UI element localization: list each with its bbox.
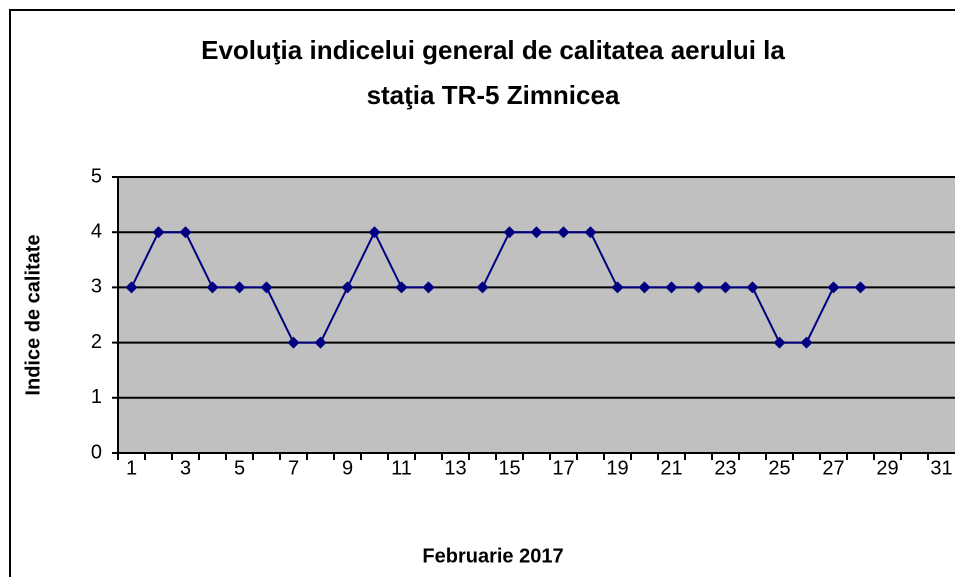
data-point [827,281,840,294]
data-point [314,336,327,349]
y-tick-label: 4 [91,220,102,242]
data-point [341,281,354,294]
data-point [638,281,651,294]
data-point [503,226,516,239]
x-tick-label: 25 [768,457,790,479]
y-tick-label: 2 [91,331,102,353]
data-point [584,226,597,239]
chart-title: staţia TR-5 Zimnicea [367,80,620,110]
data-point [773,336,786,349]
x-tick-label: 11 [391,457,412,479]
x-tick-label: 19 [606,457,628,479]
y-tick-label: 0 [91,441,102,463]
data-point [179,226,192,239]
x-tick-label: 27 [822,457,844,479]
x-tick-label: 17 [552,457,574,479]
chart-title: Evoluţia indicelui general de calitatea … [201,35,785,65]
data-point [152,226,165,239]
x-tick-label: 1 [126,457,137,479]
data-point [665,281,678,294]
x-tick-label: 5 [234,457,245,479]
x-tick-label: 31 [930,457,952,479]
data-point [530,226,543,239]
data-point [395,281,408,294]
x-tick-label: 9 [342,457,353,479]
x-tick-label: 15 [498,457,520,479]
y-tick-label: 5 [91,165,102,187]
x-axis-title: Februarie 2017 [422,545,563,567]
data-point [368,226,381,239]
y-tick-label: 1 [91,386,102,408]
data-point [611,281,624,294]
data-point [719,281,732,294]
data-point [854,281,867,294]
plot-area [117,176,955,454]
data-point [287,336,300,349]
data-point [422,281,435,294]
x-tick-label: 29 [876,457,898,479]
data-point [800,336,813,349]
data-point [557,226,570,239]
y-axis-title: Indice de calitate [22,234,44,395]
y-tick-label: 3 [91,276,102,298]
data-point [476,281,489,294]
data-point [260,281,273,294]
x-tick-label: 21 [660,457,682,479]
data-point [692,281,705,294]
x-tick-label: 23 [714,457,736,479]
data-point [746,281,759,294]
x-tick-label: 3 [180,457,191,479]
data-point [206,281,219,294]
x-tick-label: 7 [288,457,299,479]
data-point [233,281,246,294]
x-tick-label: 13 [444,457,466,479]
data-point [125,281,138,294]
